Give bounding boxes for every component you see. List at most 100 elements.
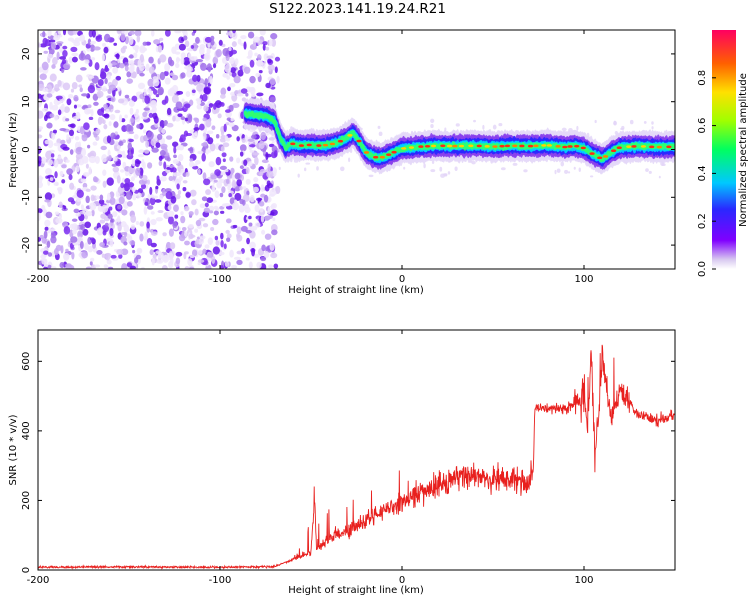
noise-blob — [107, 63, 113, 67]
noise-blob — [114, 109, 121, 114]
noise-blob — [249, 225, 258, 231]
noise-blob — [79, 87, 83, 93]
noise-blob — [143, 88, 147, 96]
noise-blob — [42, 87, 49, 93]
noise-blob — [80, 67, 87, 71]
noise-blob — [43, 50, 49, 54]
noise-blob — [106, 135, 112, 144]
noise-blob — [267, 58, 272, 64]
noise-blob — [247, 161, 253, 167]
noise-blob — [249, 195, 255, 203]
noise-blob — [264, 216, 270, 221]
noise-blob — [46, 240, 51, 248]
noise-blob — [263, 194, 269, 203]
noise-speck — [523, 169, 528, 173]
noise-blob — [107, 213, 113, 219]
noise-blob — [204, 36, 213, 43]
noise-blob — [232, 30, 236, 34]
noise-blob — [262, 44, 266, 51]
noise-blob — [225, 205, 233, 210]
noise-blob — [95, 195, 100, 200]
noise-blob — [101, 154, 108, 163]
noise-blob — [61, 164, 67, 169]
noise-speck — [554, 169, 557, 175]
noise-blob — [164, 188, 172, 193]
x-tick-label: -200 — [27, 575, 50, 586]
noise-blob — [47, 30, 52, 37]
ridge-peak — [430, 144, 437, 148]
noise-blob — [220, 94, 226, 99]
noise-blob — [68, 93, 74, 99]
noise-blob — [78, 84, 83, 88]
noise-blob — [171, 167, 177, 173]
noise-blob — [211, 125, 216, 131]
noise-blob — [237, 38, 242, 45]
noise-blob — [92, 93, 99, 101]
noise-blob — [208, 149, 212, 153]
noise-speck — [482, 124, 485, 130]
noise-blob — [80, 50, 84, 60]
noise-blob — [103, 33, 111, 43]
noise-blob — [228, 193, 232, 198]
noise-blob — [176, 183, 180, 190]
noise-blob — [172, 115, 176, 122]
noise-blob — [242, 186, 247, 190]
noise-blob — [206, 197, 214, 204]
noise-blob — [126, 233, 131, 239]
noise-blob — [139, 73, 145, 77]
noise-blob — [51, 132, 56, 140]
noise-blob — [268, 66, 272, 72]
noise-blob — [234, 192, 242, 202]
noise-blob — [46, 93, 53, 98]
noise-blob — [171, 94, 179, 104]
noise-blob — [196, 84, 204, 92]
noise-blob — [197, 150, 204, 155]
noise-blob — [111, 163, 118, 167]
noise-blob — [220, 145, 225, 152]
noise-blob — [108, 104, 114, 110]
noise-speck — [589, 175, 594, 178]
noise-blob — [164, 77, 171, 85]
noise-blob — [70, 200, 76, 205]
noise-blob — [267, 264, 273, 269]
spectrogram-y-label: Frequency (Hz) — [8, 112, 19, 188]
noise-blob — [165, 135, 173, 140]
noise-blob — [232, 224, 238, 229]
noise-blob — [213, 205, 219, 210]
y-tick-label: 0 — [21, 567, 32, 573]
noise-blob — [62, 45, 68, 50]
noise-blob — [108, 121, 112, 127]
noise-blob — [69, 182, 75, 190]
noise-blob — [225, 218, 232, 224]
noise-blob — [184, 40, 190, 48]
noise-blob — [233, 199, 238, 204]
noise-speck — [561, 127, 567, 132]
noise-blob — [53, 181, 59, 186]
noise-blob — [51, 64, 56, 69]
noise-blob — [93, 101, 99, 106]
noise-blob — [73, 104, 77, 109]
ridge-peak — [580, 146, 586, 150]
noise-blob — [223, 243, 227, 250]
noise-blob — [256, 92, 264, 97]
noise-blob — [275, 185, 281, 195]
noise-blob — [81, 148, 87, 157]
noise-blob — [273, 263, 279, 269]
noise-blob — [70, 46, 78, 53]
noise-blob — [268, 137, 276, 141]
noise-blob — [202, 172, 207, 181]
noise-blob — [109, 191, 115, 198]
noise-blob — [62, 50, 68, 58]
noise-blob — [132, 193, 137, 201]
noise-blob — [240, 88, 248, 94]
noise-blob — [188, 233, 194, 240]
noise-blob — [261, 229, 266, 235]
noise-blob — [259, 168, 267, 174]
noise-blob — [120, 55, 125, 60]
noise-blob — [93, 46, 101, 51]
noise-blob — [139, 233, 144, 242]
noise-blob — [200, 62, 207, 71]
noise-blob — [124, 178, 131, 184]
